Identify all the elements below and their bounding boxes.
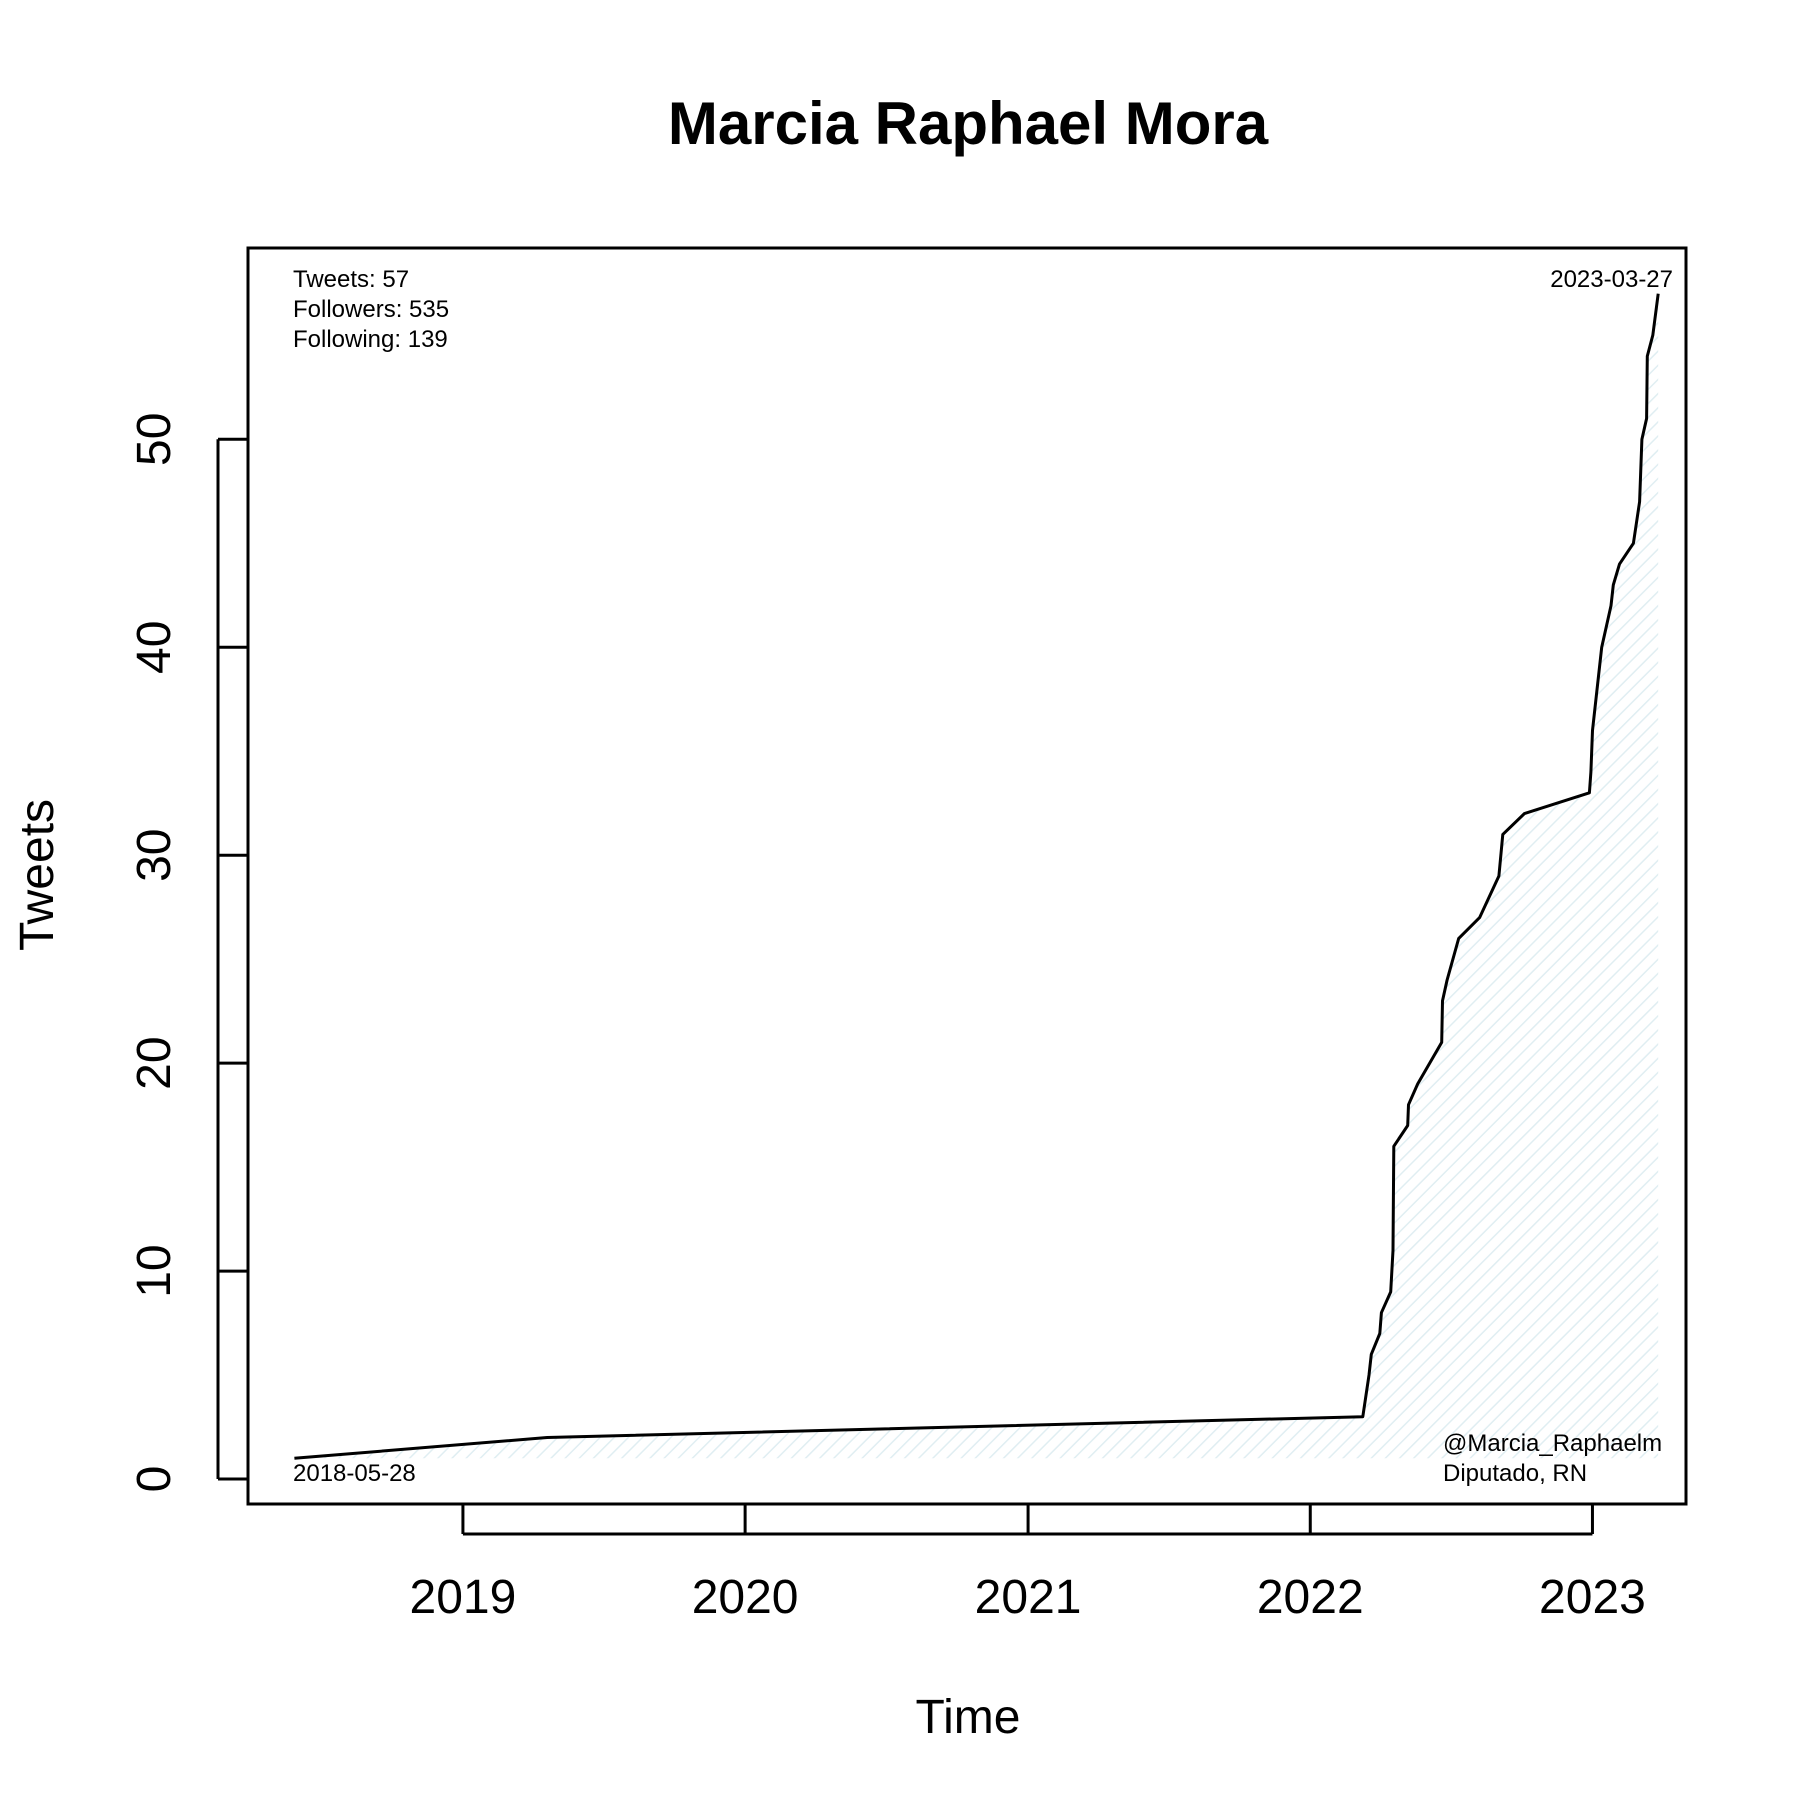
x-tick-label-2022: 2022 (1257, 1571, 1364, 1624)
series-area-fill (294, 293, 1659, 1459)
stats-followers: Followers: 535 (293, 296, 449, 323)
stats-following: Following: 139 (293, 326, 448, 353)
plot-frame (246, 246, 1688, 1506)
role-label: Diputado, RN (1443, 1460, 1587, 1487)
x-tick-label-2023: 2023 (1539, 1571, 1646, 1624)
x-tick-label-2019: 2019 (410, 1571, 517, 1624)
y-tick-label-50: 50 (128, 413, 181, 466)
y-tick-label-10: 10 (128, 1244, 181, 1297)
handle-label: @Marcia_Raphaelm (1443, 1430, 1662, 1457)
series-line (294, 293, 1660, 1460)
y-axis-label: Tweets (11, 799, 64, 951)
stats-annotation: Tweets: 57 Followers: 535 Following: 139 (293, 266, 449, 353)
y-tick-label-20: 20 (128, 1036, 181, 1089)
y-tick-label-40: 40 (128, 621, 181, 674)
x-axis: 2019 2020 2021 2022 2023 (410, 1504, 1646, 1624)
y-axis: 0 10 20 30 40 50 (128, 413, 248, 1493)
stats-tweets: Tweets: 57 (293, 266, 409, 293)
x-tick-label-2020: 2020 (692, 1571, 799, 1624)
start-date-label: 2018-05-28 (293, 1460, 416, 1487)
y-tick-label-30: 30 (128, 829, 181, 882)
x-tick-label-2021: 2021 (975, 1571, 1082, 1624)
x-axis-label: Time (916, 1691, 1021, 1744)
chart-title: Marcia Raphael Mora (668, 90, 1269, 157)
y-tick-label-0: 0 (128, 1466, 181, 1493)
end-date-label: 2023-03-27 (1550, 266, 1673, 293)
